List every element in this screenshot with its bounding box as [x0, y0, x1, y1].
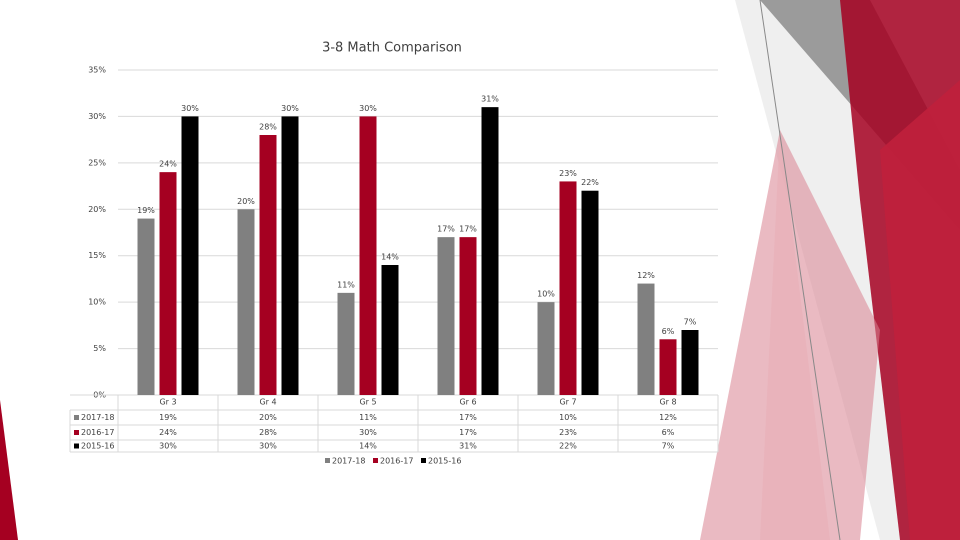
bar — [581, 190, 599, 395]
bar — [337, 292, 355, 395]
bar — [481, 107, 499, 396]
value-label: 31% — [481, 95, 499, 104]
table-cell: 6% — [662, 428, 675, 437]
bar — [681, 330, 699, 395]
value-label: 12% — [637, 271, 655, 280]
bar — [259, 135, 277, 395]
table-cell: 24% — [159, 428, 177, 437]
y-tick-label: 25% — [88, 158, 106, 167]
value-label: 17% — [437, 225, 455, 234]
table-cell: 31% — [459, 442, 477, 451]
table-legend-swatch — [74, 443, 79, 449]
table-cell: 10% — [559, 413, 577, 422]
value-label: 6% — [662, 327, 675, 336]
bar — [381, 265, 399, 395]
chart-title: 3-8 Math Comparison — [322, 41, 462, 56]
table-row-label: 2017-18 — [81, 413, 114, 422]
table-cell: 11% — [359, 413, 377, 422]
value-label: 28% — [259, 123, 277, 132]
table-cell: 30% — [359, 428, 377, 437]
table-cell: 12% — [659, 413, 677, 422]
value-label: 30% — [181, 104, 199, 113]
x-tick-label: Gr 5 — [359, 398, 376, 407]
legend-swatch — [373, 458, 378, 463]
bar — [359, 116, 377, 395]
value-label: 22% — [581, 178, 599, 187]
table-cell: 30% — [159, 442, 177, 451]
bar — [237, 209, 255, 395]
table-cell: 28% — [259, 428, 277, 437]
value-label: 14% — [381, 253, 399, 262]
value-label: 7% — [684, 318, 697, 327]
value-label: 30% — [281, 104, 299, 113]
legend-label: 2017-18 — [332, 457, 365, 466]
bar — [637, 283, 655, 395]
x-tick-label: Gr 7 — [559, 398, 576, 407]
table-cell: 17% — [459, 428, 477, 437]
bar — [281, 116, 299, 395]
value-label: 23% — [559, 169, 577, 178]
x-tick-label: Gr 8 — [659, 398, 676, 407]
table-cell: 23% — [559, 428, 577, 437]
bar — [437, 237, 455, 395]
value-label: 24% — [159, 160, 177, 169]
legend-label: 2016-17 — [380, 457, 413, 466]
table-cell: 17% — [459, 413, 477, 422]
legend-swatch — [325, 458, 330, 463]
table-cell: 30% — [259, 442, 277, 451]
table-cell: 7% — [662, 442, 675, 451]
value-label: 30% — [359, 104, 377, 113]
y-tick-label: 10% — [88, 298, 106, 307]
legend-label: 2015-16 — [428, 457, 461, 466]
y-tick-label: 20% — [88, 205, 106, 214]
table-cell: 22% — [559, 442, 577, 451]
x-tick-label: Gr 4 — [259, 398, 276, 407]
legend-swatch — [421, 458, 426, 463]
table-legend-swatch — [74, 430, 79, 435]
table-row-label: 2015-16 — [81, 442, 114, 451]
x-tick-label: Gr 6 — [459, 398, 476, 407]
bar — [659, 339, 677, 395]
value-label: 11% — [337, 280, 355, 289]
bar — [181, 116, 199, 395]
table-cell: 20% — [259, 413, 277, 422]
bar — [559, 181, 577, 395]
value-label: 17% — [459, 225, 477, 234]
value-label: 19% — [137, 206, 155, 215]
y-tick-label: 5% — [93, 344, 106, 353]
y-tick-label: 15% — [88, 251, 106, 260]
bar — [159, 172, 177, 395]
value-label: 20% — [237, 197, 255, 206]
table-cell: 14% — [359, 442, 377, 451]
x-tick-label: Gr 3 — [159, 398, 176, 407]
y-tick-label: 30% — [88, 112, 106, 121]
value-label: 10% — [537, 290, 555, 299]
bar — [137, 218, 155, 395]
bar — [537, 302, 555, 395]
y-tick-label: 35% — [88, 66, 106, 75]
bar — [459, 237, 477, 395]
table-row-label: 2016-17 — [81, 428, 114, 437]
table-legend-swatch — [74, 415, 79, 420]
table-cell: 19% — [159, 413, 177, 422]
